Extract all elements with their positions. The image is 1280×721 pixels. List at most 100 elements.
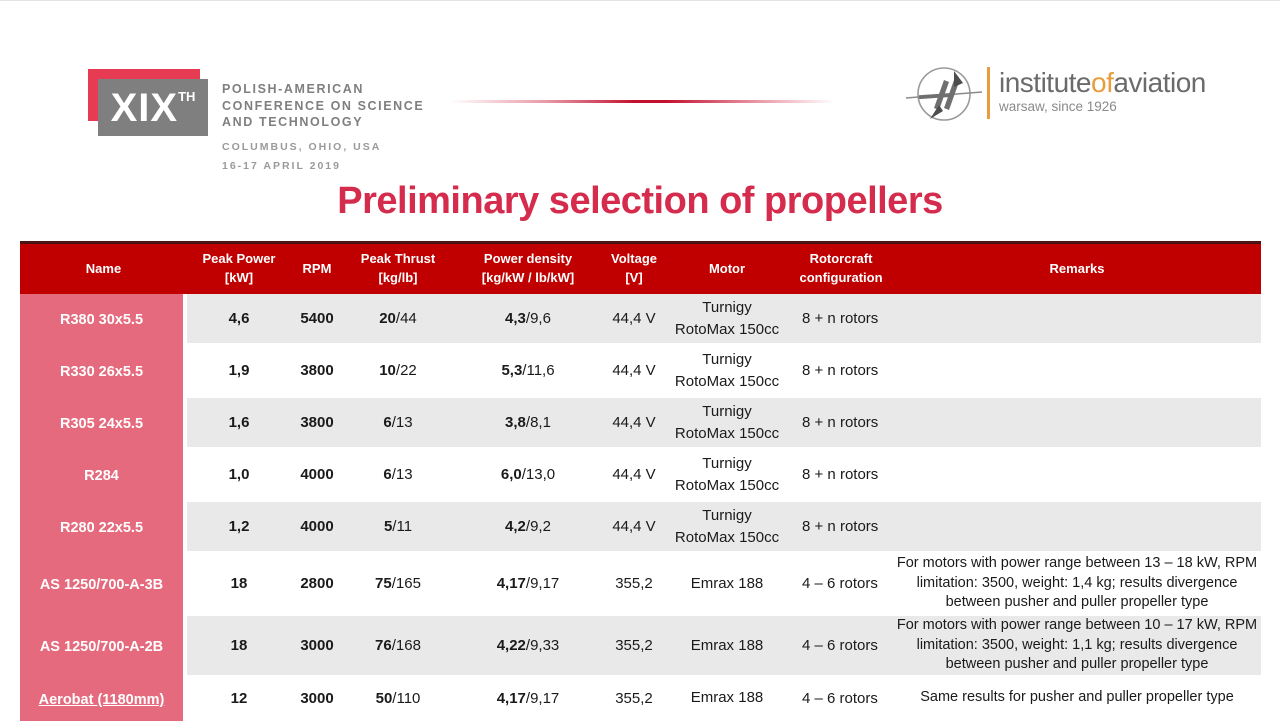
propeller-name-cell: AS 1250/700-A-2B <box>20 616 187 678</box>
conference-logo: XIXTH POLISH-AMERICAN CONFERENCE ON SCIE… <box>88 67 448 172</box>
propeller-name-cell: AS 1250/700-A-3B <box>20 554 187 616</box>
configuration-cell: 8 + n rotors <box>789 294 893 346</box>
thrust-lb-value: /22 <box>395 362 417 379</box>
density-kg-value: 4,2 <box>505 518 526 535</box>
voltage-cell: 44,4 V <box>603 450 665 502</box>
density-lb-value: /9,17 <box>525 575 560 592</box>
institute-logo: instituteofaviation warsaw, since 1926 <box>905 63 1206 127</box>
thrust-lb-value: /13 <box>391 466 413 483</box>
table-row: R284 1,0 4000 6/13 6,0/13,0 44,4 V Turnigy Rot… <box>20 450 1261 502</box>
institute-text-block: instituteofaviation warsaw, since 1926 <box>999 63 1206 115</box>
column-header-power-density: Power density [kg/kW / lb/kW] <box>481 251 575 285</box>
power-density-cell: 5,3/11,6 <box>453 346 603 398</box>
table-row: R280 22x5.5 1,2 4000 5/11 4,2/9,2 44,4 V Turni… <box>20 502 1261 554</box>
logo-gray-square: XIXTH <box>98 79 208 136</box>
voltage-cell: 355,2 <box>603 554 665 616</box>
thrust-lb-value: /165 <box>391 575 421 592</box>
table-row: Aerobat (1180mm) 12 3000 50/110 4,17/9,17 355… <box>20 678 1261 721</box>
remarks-cell: For motors with power range between 13 –… <box>893 554 1261 616</box>
column-header-peak-power: Peak Power [kW] <box>202 251 276 285</box>
thrust-lb-value: /13 <box>391 414 413 431</box>
rpm-cell: 2800 <box>291 554 343 616</box>
table-body: R380 30x5.5 4,6 5400 20/44 4,3/9,6 44,4 V Turn… <box>20 294 1261 721</box>
column-header-rpm: RPM <box>302 260 332 276</box>
rpm-cell: 4000 <box>291 502 343 554</box>
thrust-lb-value: /44 <box>395 310 417 327</box>
voltage-cell: 355,2 <box>603 678 665 721</box>
voltage-cell: 44,4 V <box>603 346 665 398</box>
voltage-cell: 44,4 V <box>603 294 665 346</box>
density-kg-value: 3,8 <box>505 414 526 431</box>
density-lb-value: /9,2 <box>525 518 551 535</box>
rpm-cell: 5400 <box>291 294 343 346</box>
peak-thrust-cell: 6/13 <box>343 450 453 502</box>
institute-name-part3: aviation <box>1113 67 1206 98</box>
thrust-lb-value: /11 <box>392 518 413 535</box>
conference-location: COLUMBUS, OHIO, USA <box>222 140 382 153</box>
column-header-name: Name <box>85 260 122 276</box>
density-lb-value: /11,6 <box>522 362 555 379</box>
density-lb-value: /9,6 <box>525 310 551 327</box>
remarks-cell <box>893 398 1261 450</box>
institute-name-part1: institute <box>999 67 1092 98</box>
peak-thrust-cell: 20/44 <box>343 294 453 346</box>
thrust-kg-value: 6 <box>383 414 392 431</box>
peak-thrust-cell: 6/13 <box>343 398 453 450</box>
configuration-cell: 8 + n rotors <box>789 502 893 554</box>
peak-thrust-cell: 10/22 <box>343 346 453 398</box>
peak-power-cell: 18 <box>187 616 291 678</box>
institute-subtitle: warsaw, since 1926 <box>999 99 1117 114</box>
motor-cell: Emrax 188 <box>665 678 789 721</box>
badge-text: XIX <box>110 85 179 130</box>
badge-superscript: TH <box>178 88 196 104</box>
density-lb-value: /13,0 <box>521 466 556 483</box>
thrust-lb-value: /168 <box>391 637 421 654</box>
density-kg-value: 4,3 <box>505 310 526 327</box>
power-density-cell: 4,17/9,17 <box>453 678 603 721</box>
column-header-voltage: Voltage [V] <box>611 251 657 285</box>
institute-name: instituteofaviation <box>999 69 1206 97</box>
propeller-name-cell: R380 30x5.5 <box>20 294 187 346</box>
density-lb-value: /8,1 <box>525 414 551 431</box>
power-density-cell: 4,17/9,17 <box>453 554 603 616</box>
remarks-cell <box>893 450 1261 502</box>
power-density-cell: 4,22/9,33 <box>453 616 603 678</box>
peak-power-cell: 1,0 <box>187 450 291 502</box>
orange-divider-bar <box>987 67 990 119</box>
remarks-cell: Same results for pusher and puller prope… <box>893 678 1261 721</box>
motor-cell: Turnigy RotoMax 150cc <box>665 450 789 502</box>
peak-power-cell: 12 <box>187 678 291 721</box>
configuration-cell: 4 – 6 rotors <box>789 554 893 616</box>
peak-power-cell: 1,9 <box>187 346 291 398</box>
column-header-peak-thrust: Peak Thrust [kg/lb] <box>360 251 436 285</box>
table-row: R305 24x5.5 1,6 3800 6/13 3,8/8,1 44,4 V Turni… <box>20 398 1261 450</box>
voltage-cell: 355,2 <box>603 616 665 678</box>
rpm-cell: 3800 <box>291 398 343 450</box>
thrust-kg-value: 50 <box>375 689 393 707</box>
peak-power-cell: 4,6 <box>187 294 291 346</box>
thrust-kg-value: 10 <box>379 362 396 379</box>
propeller-table: Name Peak Power [kW] RPM Peak Thrust [kg… <box>20 241 1261 721</box>
configuration-cell: 4 – 6 rotors <box>789 616 893 678</box>
thrust-kg-value: 76 <box>375 637 392 654</box>
motor-cell: Turnigy RotoMax 150cc <box>665 346 789 398</box>
remarks-cell <box>893 294 1261 346</box>
power-density-cell: 6,0/13,0 <box>453 450 603 502</box>
conference-text-block: POLISH-AMERICAN CONFERENCE ON SCIENCE AN… <box>222 81 424 172</box>
propeller-name-cell: R284 <box>20 450 187 502</box>
propeller-name-cell: R305 24x5.5 <box>20 398 187 450</box>
remarks-cell: For motors with power range between 10 –… <box>893 616 1261 678</box>
rpm-cell: 4000 <box>291 450 343 502</box>
peak-thrust-cell: 75/165 <box>343 554 453 616</box>
density-kg-value: 5,3 <box>501 362 523 379</box>
conference-name: POLISH-AMERICAN CONFERENCE ON SCIENCE AN… <box>222 82 425 129</box>
motor-cell: Emrax 188 <box>665 616 789 678</box>
conference-badge: XIXTH <box>111 88 196 128</box>
column-header-remarks: Remarks <box>1049 260 1105 276</box>
density-lb-value: /9,33 <box>525 637 560 654</box>
thrust-lb-value: /110 <box>392 689 421 707</box>
density-kg-value: 6,0 <box>500 466 522 483</box>
peak-thrust-cell: 50/110 <box>343 678 453 721</box>
red-gradient-divider <box>450 100 835 103</box>
configuration-cell: 4 – 6 rotors <box>789 678 893 721</box>
